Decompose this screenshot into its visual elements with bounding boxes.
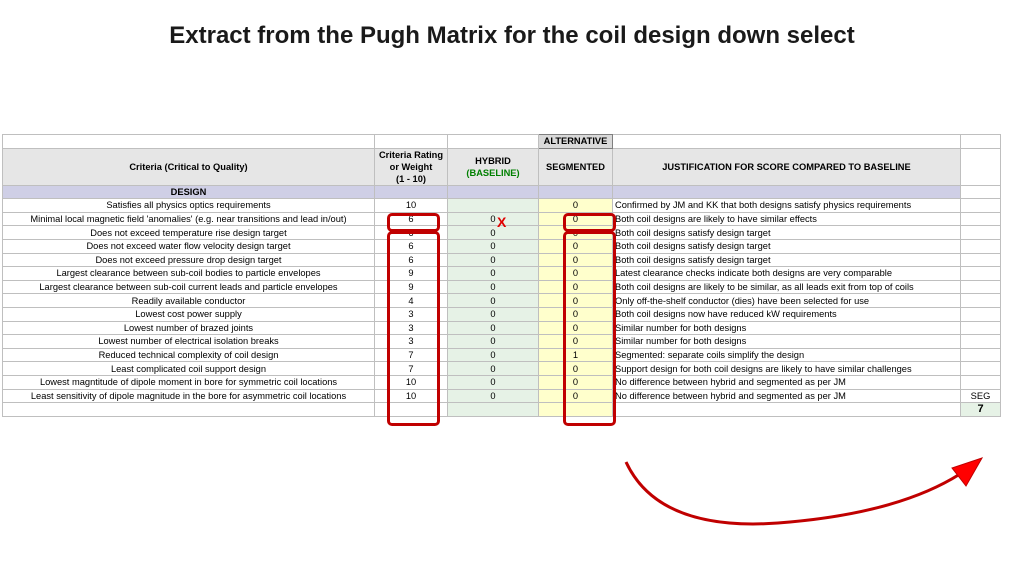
weight-cell: 10 xyxy=(374,388,448,404)
pugh-matrix-sheet: ALTERNATIVE Criteria (Critical to Qualit… xyxy=(0,134,1024,440)
criteria-header: Criteria (Critical to Quality) xyxy=(2,147,375,186)
x-mark: X xyxy=(497,214,507,230)
segmented-column-highlight xyxy=(563,231,616,426)
hybrid-score-cell: 0 xyxy=(447,347,539,363)
hybrid-score-cell: 0 xyxy=(447,225,539,240)
header-row: Criteria (Critical to Quality) Criteria … xyxy=(2,147,1001,186)
table-row: Readily available conductor 4 0 0 Only off-t… xyxy=(2,293,1001,308)
segmented-first-highlight xyxy=(563,213,616,232)
weight-column-highlight xyxy=(387,231,440,426)
table-row: Lowest magntitude of dipole moment in bo… xyxy=(2,374,1001,390)
weight-cell: 7 xyxy=(374,347,448,363)
hybrid-header: HYBRID (BASELINE) xyxy=(447,147,539,186)
baseline-label: (BASELINE) xyxy=(466,167,520,178)
table-row: Lowest number of electrical isolation br… xyxy=(2,334,1001,349)
segmented-score-cell: 0 xyxy=(538,279,613,295)
alternative-row: ALTERNATIVE xyxy=(2,134,1001,149)
weight-first-highlight xyxy=(387,213,440,232)
segmented-score-cell: 0 xyxy=(538,334,613,349)
table-row: Satisfies all physics optics requirement… xyxy=(2,198,1001,213)
table-row: Largest clearance between sub-coil bodie… xyxy=(2,266,1001,281)
segmented-score-cell: 1 xyxy=(538,347,613,363)
weight-cell: 10 xyxy=(374,374,448,390)
hybrid-score-cell: 0 xyxy=(447,252,539,268)
table-row: Largest clearance between sub-coil curre… xyxy=(2,279,1001,295)
weight-cell: 4 xyxy=(374,293,448,308)
weight-cell: 10 xyxy=(374,198,448,213)
table-row: Does not exceed pressure drop design tar… xyxy=(2,252,1001,268)
segmented-score-cell: 0 xyxy=(538,293,613,308)
table-row: Lowest cost power supply 3 0 0 Both coil des… xyxy=(2,306,1001,322)
justification-header: JUSTIFICATION FOR SCORE COMPARED TO BASE… xyxy=(612,147,961,186)
slide-title: Extract from the Pugh Matrix for the coi… xyxy=(169,22,855,49)
segmented-score-cell: 0 xyxy=(538,361,613,376)
weight-cell: 3 xyxy=(374,306,448,322)
section-row: DESIGN xyxy=(2,184,1001,200)
pugh-matrix-table: ALTERNATIVE Criteria (Critical to Qualit… xyxy=(2,134,1001,417)
hybrid-score-cell: 0 xyxy=(447,266,539,281)
rating-header: Criteria Rating or Weight (1 - 10) xyxy=(374,147,448,186)
segmented-score-cell: 0 xyxy=(538,388,613,404)
seg-total: 7 xyxy=(960,402,1001,417)
hybrid-score-cell: 0 xyxy=(447,211,539,227)
hybrid-score-cell: 0 xyxy=(447,388,539,404)
hybrid-score-cell: 0 xyxy=(447,306,539,322)
total-row: 7 xyxy=(2,402,1001,417)
table-row: Reduced technical complexity of coil des… xyxy=(2,347,1001,363)
weight-cell: 9 xyxy=(374,266,448,281)
table-row: Least sensitivity of dipole magnitude in… xyxy=(2,388,1001,404)
segmented-score-cell: 0 xyxy=(538,266,613,281)
alternative-header: ALTERNATIVE xyxy=(538,134,613,149)
segmented-score-cell: 0 xyxy=(538,374,613,390)
